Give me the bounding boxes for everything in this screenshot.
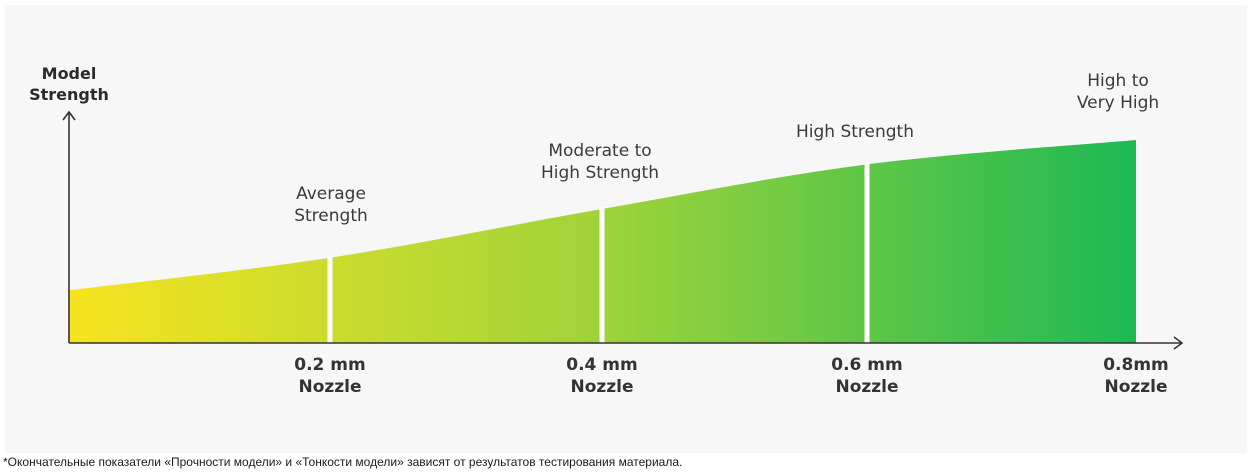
y-axis-arrow: [62, 110, 76, 121]
x-tick-label-line: Nozzle: [298, 377, 361, 397]
strength-level-label: High Strength: [796, 122, 914, 142]
x-tick-label-line: 0.8mm: [1103, 355, 1169, 375]
x-tick-label-line: Nozzle: [835, 377, 898, 397]
x-tick-label: 0.2 mm Nozzle: [294, 355, 365, 397]
x-tick-label: 0.6 mm Nozzle: [831, 355, 902, 397]
x-tick-label-line: Nozzle: [570, 377, 633, 397]
strength-level-label-line: Very High: [1077, 93, 1159, 113]
strength-level-label: Moderate to High Strength: [541, 141, 659, 183]
x-tick-label-line: 0.2 mm: [294, 355, 365, 375]
strength-level-label: Average Strength: [294, 184, 368, 226]
strength-level-label-line: Average: [296, 184, 366, 204]
footnote: *Окончательные показатели «Прочности мод…: [3, 455, 683, 469]
y-axis-title-line: Strength: [29, 85, 109, 104]
strength-level-label: High to Very High: [1077, 71, 1159, 113]
x-tick-label-line: Nozzle: [1104, 377, 1167, 397]
strength-level-label-line: High Strength: [541, 163, 659, 183]
x-axis-arrow: [1173, 336, 1184, 350]
x-tick-label: 0.8mm Nozzle: [1103, 355, 1169, 397]
x-tick-label-line: 0.6 mm: [831, 355, 902, 375]
x-tick-label-line: 0.4 mm: [566, 355, 637, 375]
y-axis-title-line: Model: [42, 64, 97, 83]
x-tick-label: 0.4 mm Nozzle: [566, 355, 637, 397]
strength-level-label-line: High Strength: [796, 122, 914, 142]
strength-level-label-line: Moderate to: [548, 141, 651, 161]
y-axis-title: Model Strength: [29, 64, 109, 104]
strength-level-label-line: Strength: [294, 206, 368, 226]
strength-level-label-line: High to: [1087, 71, 1149, 91]
